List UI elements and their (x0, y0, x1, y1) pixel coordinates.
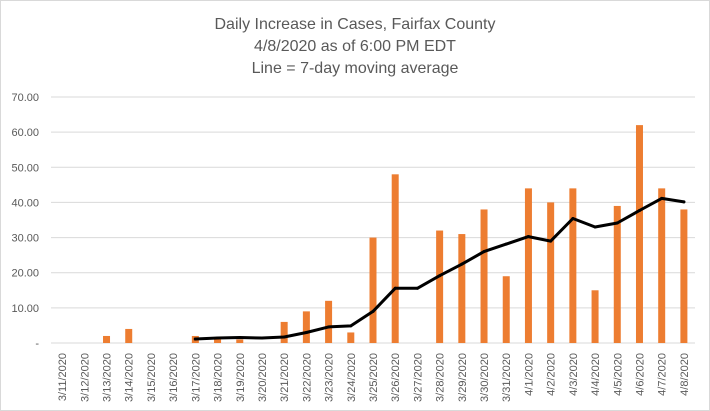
y-tick-label: 20.00 (11, 268, 39, 280)
chart-title-line-1: Daily Increase in Cases, Fairfax County (215, 16, 496, 33)
moving-average-point (549, 239, 553, 243)
daily-case-bar (458, 234, 466, 343)
moving-average-point (415, 286, 419, 290)
moving-average-point (216, 336, 220, 340)
moving-average-point (349, 324, 353, 328)
x-tick-label: 3/19/2020 (235, 353, 247, 402)
x-tick-label: 3/17/2020 (190, 353, 202, 402)
moving-average-point (593, 225, 597, 229)
y-axis-ticks: - 10.00 20.00 30.00 40.00 50.00 60.00 70.00 (11, 92, 39, 350)
y-tick-label: 40.00 (11, 197, 39, 209)
moving-average-point (504, 242, 508, 246)
daily-case-bar (369, 237, 377, 343)
chart-title: Daily Increase in Cases, Fairfax County … (215, 16, 496, 77)
daily-case-bar (658, 188, 666, 343)
daily-case-bar (569, 188, 577, 343)
daily-case-bar (214, 339, 222, 343)
x-tick-label: 3/16/2020 (168, 353, 180, 402)
y-tick-label: - (35, 338, 39, 350)
y-tick-label: 30.00 (11, 233, 39, 245)
moving-average-point (526, 235, 530, 239)
moving-average-point (482, 250, 486, 254)
moving-average-point (260, 336, 264, 340)
daily-case-bar (680, 209, 688, 343)
moving-average-point (371, 309, 375, 313)
x-tick-label: 3/15/2020 (146, 353, 158, 402)
y-tick-label: 10.00 (11, 303, 39, 315)
moving-average-point (460, 262, 464, 266)
moving-average-point (438, 274, 442, 278)
x-tick-label: 3/22/2020 (301, 353, 313, 402)
x-tick-label: 3/18/2020 (213, 353, 225, 402)
x-tick-label: 4/7/2020 (657, 353, 669, 396)
daily-case-bar (524, 188, 532, 343)
x-tick-label: 3/27/2020 (412, 353, 424, 402)
daily-case-bar (547, 202, 555, 343)
x-tick-label: 3/24/2020 (346, 353, 358, 402)
daily-case-bar (391, 174, 399, 343)
chart-title-line-3: Line = 7-day moving average (252, 60, 459, 77)
x-tick-label: 3/26/2020 (390, 353, 402, 402)
daily-case-bar (347, 332, 355, 343)
daily-case-bar (635, 125, 643, 343)
x-tick-label: 4/2/2020 (546, 353, 558, 396)
chart-title-line-2: 4/8/2020 as of 6:00 PM EDT (254, 38, 456, 55)
x-tick-label: 3/29/2020 (457, 353, 469, 402)
x-tick-label: 3/30/2020 (479, 353, 491, 402)
daily-case-bar (236, 339, 244, 343)
x-axis-ticks: 3/11/2020 3/12/2020 3/13/2020 3/14/2020 3/15… (57, 353, 691, 402)
daily-case-bar (436, 230, 444, 343)
x-tick-label: 3/12/2020 (79, 353, 91, 402)
x-tick-label: 3/23/2020 (324, 353, 336, 402)
x-tick-label: 3/11/2020 (57, 353, 69, 401)
moving-average-series (193, 196, 686, 341)
moving-average-point (571, 216, 575, 220)
x-tick-label: 4/1/2020 (523, 353, 535, 396)
x-tick-label: 3/25/2020 (368, 353, 380, 402)
x-tick-label: 4/5/2020 (612, 353, 624, 396)
daily-case-bar (591, 290, 599, 343)
daily-case-bar (502, 276, 510, 343)
moving-average-point (193, 337, 197, 341)
moving-average-point (637, 208, 641, 212)
moving-average-point (327, 325, 331, 329)
moving-average-point (238, 335, 242, 339)
x-tick-label: 3/14/2020 (124, 353, 136, 402)
x-tick-label: 3/20/2020 (257, 353, 269, 402)
moving-average-point (682, 200, 686, 204)
moving-average-point (282, 335, 286, 339)
y-tick-label: 50.00 (11, 162, 39, 174)
daily-case-bar (480, 209, 488, 343)
x-tick-label: 3/13/2020 (102, 353, 114, 402)
x-tick-label: 4/6/2020 (634, 353, 646, 396)
moving-average-point (393, 286, 397, 290)
daily-case-bar (103, 335, 111, 343)
moving-average-point (660, 196, 664, 200)
x-tick-label: 4/4/2020 (590, 353, 602, 396)
x-tick-label: 3/28/2020 (435, 353, 447, 402)
x-tick-label: 4/3/2020 (568, 353, 580, 396)
x-tick-label: 3/31/2020 (501, 353, 513, 402)
daily-case-bar (125, 328, 133, 343)
moving-average-point (615, 221, 619, 225)
daily-case-bar (325, 300, 333, 343)
y-tick-label: 60.00 (11, 127, 39, 139)
daily-case-bar (302, 311, 310, 343)
daily-case-bar (613, 205, 621, 343)
x-tick-label: 3/21/2020 (279, 353, 291, 402)
y-tick-label: 70.00 (11, 92, 39, 104)
x-tick-label: 4/8/2020 (679, 353, 691, 396)
moving-average-point (304, 330, 308, 334)
daily-case-bar (280, 321, 288, 343)
bar-series (103, 125, 688, 343)
